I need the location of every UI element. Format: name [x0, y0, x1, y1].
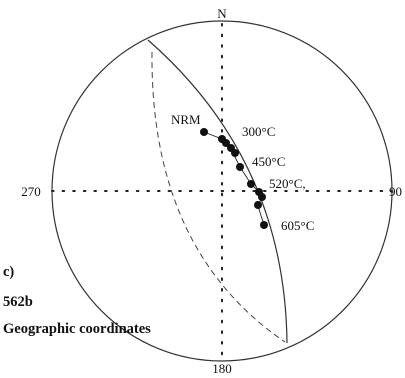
nrm-label: NRM: [171, 112, 201, 127]
west-label: 270: [21, 184, 41, 199]
specimen-id: 562b: [3, 294, 33, 310]
step-label-300c: 300°C: [242, 124, 275, 139]
step-label-450c: 450°C: [252, 154, 285, 169]
dashed-great-circle: [151, 51, 286, 343]
step-point-nrm: [200, 128, 208, 136]
step-point: [254, 201, 262, 209]
north-label: N: [217, 6, 227, 21]
step-point-605: [260, 221, 268, 229]
demagnetization-steps: [200, 128, 268, 229]
step-label-605c: 605°C: [281, 218, 314, 233]
step-label-520c: 520°C,: [269, 176, 306, 191]
step-point: [247, 180, 255, 188]
step-point: [258, 193, 266, 201]
solid-great-circle: [147, 39, 288, 344]
east-label: 90: [389, 184, 402, 199]
step-point: [231, 149, 239, 157]
panel-letter: c): [3, 264, 14, 280]
step-point-450: [236, 163, 244, 171]
coordinate-system: Geographic coordinates: [3, 321, 151, 337]
south-label: 180: [212, 361, 232, 376]
step-point-300: [222, 139, 230, 147]
